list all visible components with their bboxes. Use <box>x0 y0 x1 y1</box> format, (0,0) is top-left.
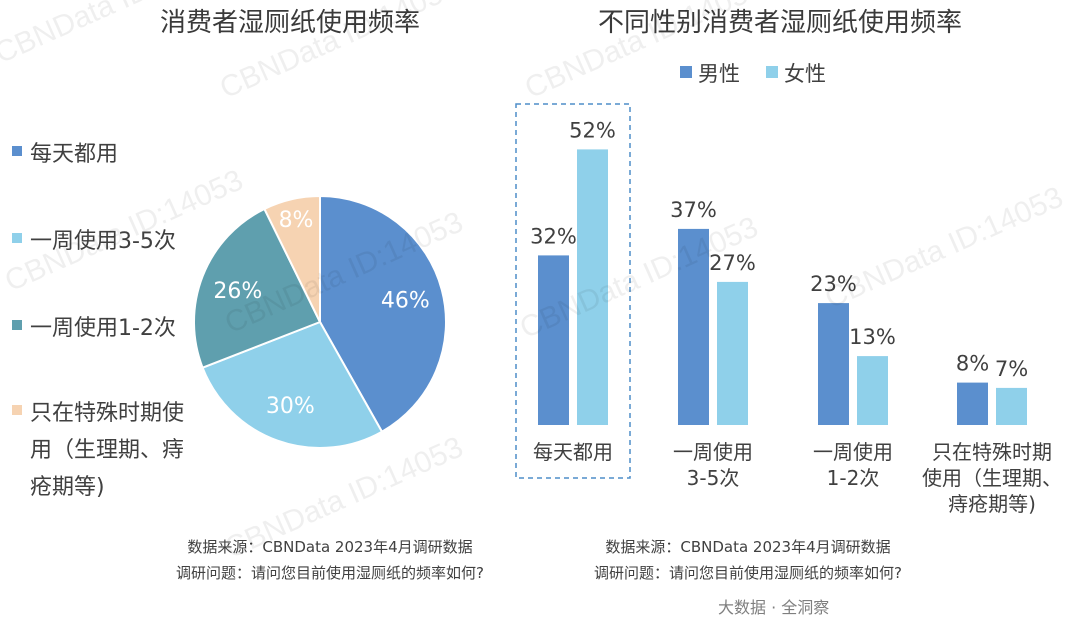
pie-legend-label: 疮期等) <box>30 475 105 500</box>
pie-slice <box>319 194 447 434</box>
pie-legend-label: 每天都用 <box>30 142 118 167</box>
bar-category-label: 一周使用 <box>673 440 753 464</box>
pie-legend-label: 一周使用3-5次 <box>30 229 176 254</box>
pie-chart-title: 消费者湿厕纸使用频率 <box>159 8 420 38</box>
bar-value-label: 7% <box>995 357 1028 381</box>
bar-legend-label: 男性 <box>698 62 740 86</box>
highlight-box <box>515 103 631 479</box>
pie-slice-label: 26% <box>213 279 262 304</box>
bar-category-label: 只在特殊时期 <box>932 440 1052 464</box>
bar-legend-swatch <box>766 66 778 78</box>
bar-value-label: 8% <box>956 352 989 376</box>
pie-slice-label: 30% <box>266 394 315 419</box>
source-left-line2: 调研问题：请问您目前使用湿厕纸的频率如何? <box>176 564 484 582</box>
bar-category-label: 3-5次 <box>687 466 740 490</box>
bar <box>818 303 849 425</box>
source-right-line1: 数据来源：CBNData 2023年4月调研数据 <box>605 538 891 556</box>
pie-slice <box>201 320 384 449</box>
bar-value-label: 27% <box>709 251 756 275</box>
pie-legend-swatch <box>12 405 22 415</box>
bar-legend: 男性 女性 <box>680 62 826 86</box>
pie-legend-swatch <box>12 146 22 156</box>
source-right-line2: 调研问题：请问您目前使用湿厕纸的频率如何? <box>594 564 902 582</box>
bar <box>957 382 988 425</box>
bar-category-label: 使用（生理期、 <box>922 466 1062 490</box>
source-left-line1: 数据来源：CBNData 2023年4月调研数据 <box>187 538 473 556</box>
bar-value-label: 23% <box>810 272 857 296</box>
bar-category-label: 每天都用 <box>533 440 613 464</box>
bar-value-label: 32% <box>530 224 577 248</box>
pie-slice <box>263 194 321 323</box>
pie-slice-label: 8% <box>279 208 314 233</box>
bar-category-label: 1-2次 <box>827 466 880 490</box>
bar-value-label: 13% <box>849 325 896 349</box>
bar-legend-swatch <box>680 66 692 78</box>
pie-legend-label: 用（生理期、痔 <box>30 438 184 463</box>
bar-legend-label: 女性 <box>784 62 826 86</box>
bar <box>577 149 608 425</box>
bar <box>857 356 888 425</box>
bar-value-label: 37% <box>670 198 717 222</box>
bar-chart: 32%52%每天都用37%27%一周使用3-5次23%13%一周使用1-2次8%… <box>515 103 1062 516</box>
bar <box>996 387 1027 425</box>
pie-slice <box>193 207 322 370</box>
bar <box>678 228 709 425</box>
bar <box>538 255 569 425</box>
pie-legend-label: 只在特殊时期使 <box>30 401 184 426</box>
brand-tagline: 大数据 · 全洞察 <box>718 598 830 617</box>
pie-legend-swatch <box>12 320 22 330</box>
bar-chart-title: 不同性别消费者湿厕纸使用频率 <box>597 8 962 38</box>
pie-legend-label: 一周使用1-2次 <box>30 316 176 341</box>
bar-value-label: 52% <box>569 118 616 142</box>
bar-category-label: 一周使用 <box>813 440 893 464</box>
pie-chart: 46% 30% 26% 8% <box>193 194 447 449</box>
pie-slice-label: 46% <box>381 289 430 314</box>
bar <box>717 281 748 425</box>
bar-category-label: 痔疮期等) <box>948 492 1036 516</box>
pie-legend-swatch <box>12 233 22 243</box>
